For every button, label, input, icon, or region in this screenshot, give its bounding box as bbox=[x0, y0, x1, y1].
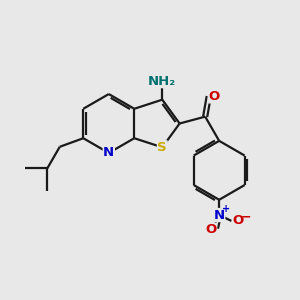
Text: −: − bbox=[240, 210, 251, 223]
Text: S: S bbox=[158, 141, 167, 154]
Text: +: + bbox=[222, 204, 230, 214]
Text: O: O bbox=[205, 223, 217, 236]
Text: NH₂: NH₂ bbox=[148, 75, 176, 88]
Text: O: O bbox=[208, 90, 220, 103]
Text: O: O bbox=[232, 214, 244, 227]
Text: N: N bbox=[214, 208, 225, 222]
Text: N: N bbox=[103, 146, 114, 159]
